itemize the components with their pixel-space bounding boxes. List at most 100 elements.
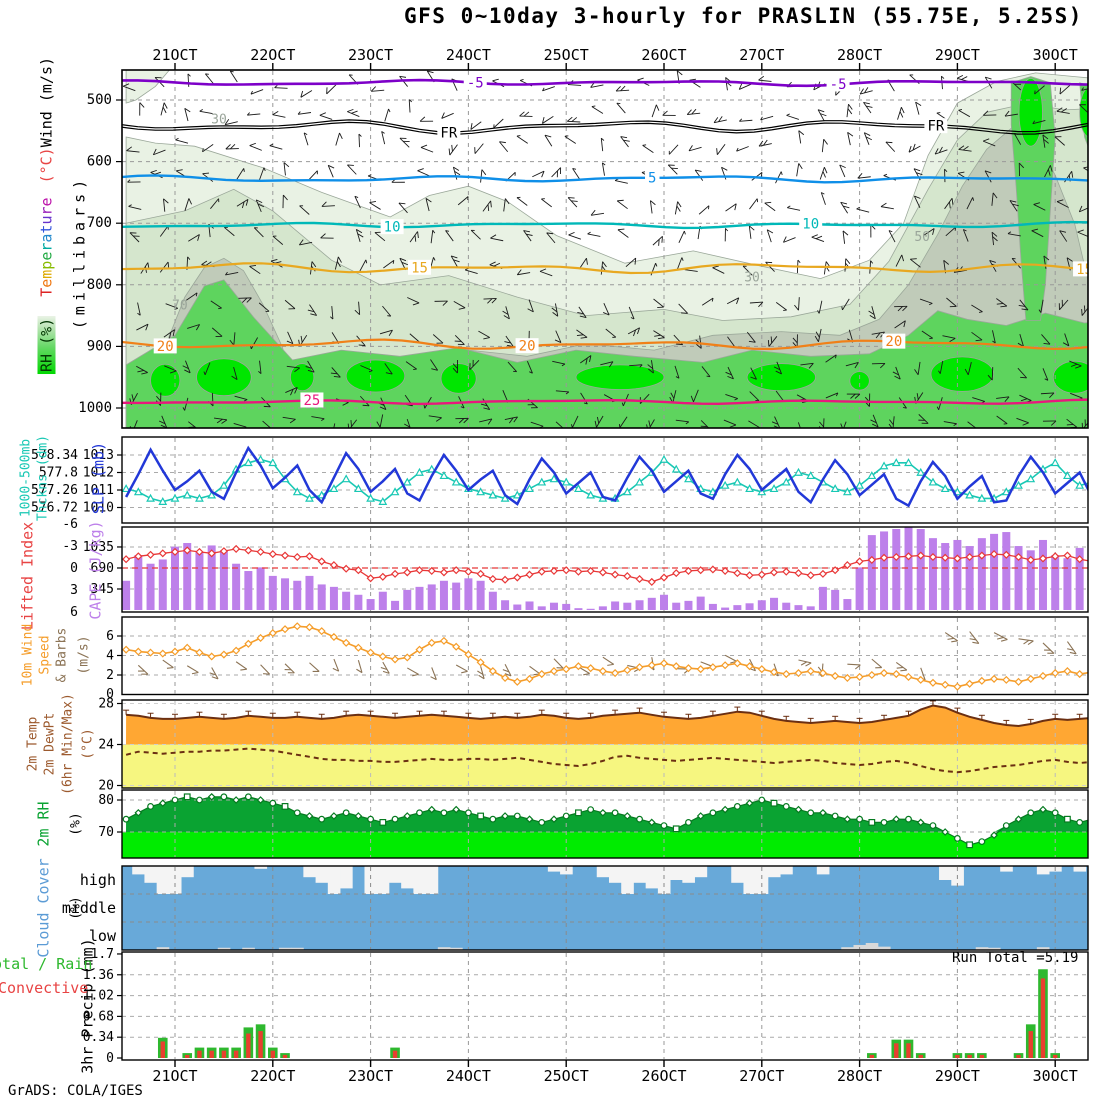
wind-barb [1083,422,1088,428]
wind-barb [1091,361,1100,366]
marker-circle [562,812,570,820]
wind10m-label-1: 10m Wind [20,623,36,687]
marker-diamond [977,551,986,560]
marker-circle [293,809,301,817]
marker-diamond [843,561,852,570]
wind-barb-tick [786,113,790,116]
cape-bar [953,539,962,610]
wind-barb-tick [529,371,533,374]
wind-barb-tick [857,172,863,179]
wind-barb-tick [1021,308,1029,311]
precip-tick-label: 0.68 [83,1009,114,1024]
marker-triangle [476,487,486,496]
wind-barb [642,145,654,154]
marker-triangle [341,474,351,483]
cape-bar [1075,547,1084,610]
rh-label: RH (%) [37,315,56,375]
marker-triangle [1026,474,1036,483]
wind-barb-tick [487,204,490,212]
day-label-bottom: 24OCT [446,1067,491,1085]
wind-barb-tick [1012,203,1019,207]
wind-barb-tick [365,259,368,264]
wind-barb [688,146,702,152]
marker-circle [513,812,521,820]
marker-diamond [207,792,216,801]
precip-convective-bar [1028,1031,1033,1058]
wind-barb [749,391,760,402]
wind-barb [716,143,726,155]
temperature-letter: u [37,215,56,225]
wind-barb-tick [205,261,212,266]
wind-barb [479,418,492,423]
contour-label: 10 [384,220,401,236]
wind-barb [694,169,704,181]
wind-barb-tick [815,235,823,240]
marker-diamond [195,547,204,556]
wind-barb-tick [152,148,157,155]
wind-barb-tick [294,387,298,394]
wind-barb-tick [347,423,349,428]
wind-barb [255,199,262,213]
wind-barb-tick [246,112,250,116]
marker-triangle [268,458,278,467]
marker-diamond [696,812,705,820]
temperature-letter: a [37,233,56,243]
marker-triangle [488,490,498,499]
panel-cloud-cover [122,866,1088,950]
wind-barb-tick [379,406,387,410]
contour-temp-15 [122,262,1088,275]
marker-diamond [818,669,827,678]
marker-diamond [219,650,228,659]
wind-barb [1041,334,1051,345]
wind-barb [749,198,758,210]
marker-circle [856,815,863,823]
wind-barb-tick [1083,305,1086,313]
wind-barb-tick [172,329,175,337]
wind-barb [523,230,532,242]
marker-diamond [599,808,607,817]
marker-circle [978,838,986,845]
wind-barb-tick [298,239,304,246]
wind-barb-tick [978,311,983,313]
wind-barb [428,415,442,419]
precip-convective-bar [160,1041,165,1058]
contour-label: 20 [519,339,536,355]
wind-barb-tick [380,666,388,671]
marker-diamond [941,828,950,836]
wind-tick-label: 2 [106,668,114,683]
wind-barb-tick [419,116,426,122]
marker-diamond [427,638,436,647]
wind-barb [188,234,200,242]
wind-barb-tick [561,363,566,367]
wind-barb-tick [1062,342,1070,347]
cloud-high-bar [816,866,830,875]
wind-barb-tick [859,88,864,95]
wind-barb-tick [1020,398,1028,402]
wind-barb-tick [775,370,782,375]
marker-square [966,841,974,849]
wind-barb-tick [576,334,584,337]
wind-barb-tick [736,147,739,152]
wind-barb [915,101,920,115]
wind-barb [1066,418,1078,428]
pressure-tick-label: 800 [87,277,112,293]
wind-barb-tick [294,367,300,373]
marker-diamond [990,550,999,559]
wind-barb [844,258,847,272]
wind-barb-tick [270,259,278,262]
marker-diamond [293,622,302,631]
wind-barb-tick [342,402,349,406]
wind-barb-tick [932,228,935,235]
wind-barb [846,104,849,118]
wind-barb [542,86,555,92]
wind-barb-tick [225,271,228,276]
wind-barb [713,119,727,124]
wind-barb-tick [430,676,437,681]
wind-barb-tick [681,257,684,261]
marker-circle [880,819,888,826]
marker-diamond [1063,551,1072,560]
wind-barb [407,667,419,675]
wind-barb-tick [676,70,683,76]
marker-diamond [647,661,656,670]
wind-barb-tick [169,332,172,339]
